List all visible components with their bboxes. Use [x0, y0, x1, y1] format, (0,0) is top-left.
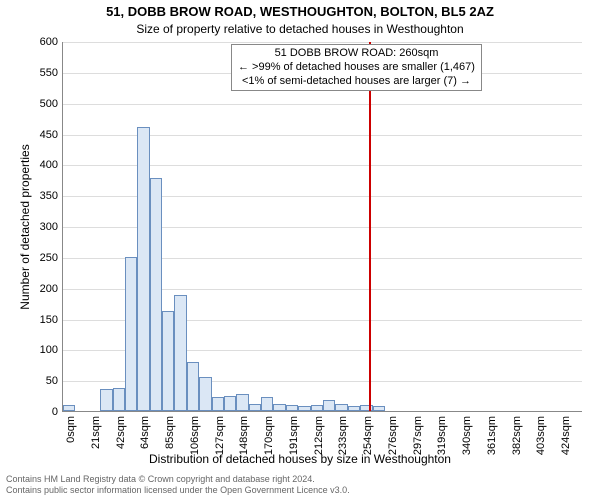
x-tick: 382sqm [511, 416, 523, 455]
histogram-bar [311, 405, 323, 411]
histogram-bar [323, 400, 335, 411]
histogram-bar [348, 406, 360, 411]
histogram-bar [174, 295, 186, 411]
histogram-bar [162, 311, 174, 411]
histogram-bar [298, 406, 310, 411]
page-subtitle: Size of property relative to detached ho… [0, 22, 600, 36]
footer-line-2: Contains public sector information licen… [6, 485, 350, 496]
y-tick: 250 [18, 252, 58, 264]
histogram-bar [100, 389, 112, 411]
x-tick: 170sqm [263, 416, 275, 455]
footer-attribution: Contains HM Land Registry data © Crown c… [6, 474, 350, 496]
histogram-bar [137, 127, 149, 411]
histogram-bar [150, 178, 162, 411]
annotation-line: <1% of semi-detached houses are larger (… [238, 75, 475, 89]
gridline [63, 42, 582, 43]
histogram-bar [249, 404, 261, 411]
histogram-bar [199, 377, 211, 411]
x-tick: 212sqm [313, 416, 325, 455]
x-tick: 21sqm [90, 416, 102, 449]
x-tick: 106sqm [189, 416, 201, 455]
x-tick: 276sqm [387, 416, 399, 455]
annotation-line: ← >99% of detached houses are smaller (1… [238, 61, 475, 75]
y-tick: 550 [18, 67, 58, 79]
x-tick: 361sqm [486, 416, 498, 455]
histogram-bar [113, 388, 125, 411]
histogram-bar [373, 406, 385, 411]
y-tick: 200 [18, 283, 58, 295]
page-title: 51, DOBB BROW ROAD, WESTHOUGHTON, BOLTON… [0, 4, 600, 19]
marker-line [369, 42, 371, 411]
x-tick: 403sqm [535, 416, 547, 455]
annotation-line: 51 DOBB BROW ROAD: 260sqm [238, 47, 475, 61]
histogram-bar [236, 394, 248, 411]
x-tick: 64sqm [139, 416, 151, 449]
y-tick: 450 [18, 129, 58, 141]
footer-line-1: Contains HM Land Registry data © Crown c… [6, 474, 350, 485]
histogram-bar [212, 397, 224, 411]
y-tick: 400 [18, 159, 58, 171]
x-tick: 0sqm [65, 416, 77, 443]
y-tick: 0 [18, 406, 58, 418]
x-tick: 85sqm [164, 416, 176, 449]
histogram-bar [125, 257, 137, 411]
histogram-bar [261, 397, 273, 411]
x-tick: 297sqm [412, 416, 424, 455]
histogram-bar [335, 404, 347, 411]
x-tick: 340sqm [461, 416, 473, 455]
histogram-bar [63, 405, 75, 411]
y-tick: 500 [18, 98, 58, 110]
histogram-bar [187, 362, 199, 411]
gridline [63, 104, 582, 105]
histogram-bar [286, 405, 298, 411]
x-tick: 424sqm [560, 416, 572, 455]
annotation-box: 51 DOBB BROW ROAD: 260sqm← >99% of detac… [231, 44, 482, 91]
x-tick: 319sqm [436, 416, 448, 455]
y-tick: 100 [18, 344, 58, 356]
x-tick: 254sqm [362, 416, 374, 455]
y-tick: 300 [18, 221, 58, 233]
x-tick: 233sqm [337, 416, 349, 455]
y-tick: 50 [18, 375, 58, 387]
y-tick: 350 [18, 190, 58, 202]
x-tick: 191sqm [288, 416, 300, 455]
histogram-bar [224, 396, 236, 411]
y-tick: 600 [18, 36, 58, 48]
x-tick: 148sqm [238, 416, 250, 455]
histogram-bar [273, 404, 285, 411]
x-tick: 127sqm [214, 416, 226, 455]
chart-plot-area: 51 DOBB BROW ROAD: 260sqm← >99% of detac… [62, 42, 582, 412]
x-axis-label: Distribution of detached houses by size … [0, 452, 600, 466]
y-tick: 150 [18, 314, 58, 326]
x-tick: 42sqm [115, 416, 127, 449]
